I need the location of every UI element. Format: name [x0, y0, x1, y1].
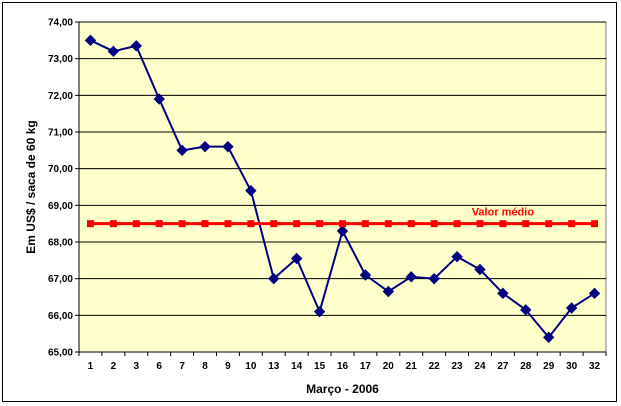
x-tick-label: 20	[383, 361, 395, 372]
x-tick-label: 16	[337, 361, 349, 372]
x-tick-label: 30	[566, 361, 578, 372]
data-point	[543, 331, 555, 344]
y-tick-label: 74,00	[48, 18, 73, 29]
average-annotation: Valor médio	[472, 207, 535, 219]
data-point	[545, 220, 553, 228]
data-point	[107, 45, 120, 58]
x-tick-label: 27	[497, 361, 509, 372]
y-tick-label: 66,00	[48, 311, 73, 322]
y-tick-labels: 65,00 66,00 67,00 68,00 69,00 70,00 71,00 72,00…	[48, 18, 79, 359]
x-tick-label: 1	[88, 361, 94, 372]
y-tick-label: 67,00	[48, 274, 73, 285]
data-point	[339, 220, 346, 228]
data-point	[588, 287, 601, 300]
data-point	[430, 220, 438, 228]
data-point	[520, 304, 532, 316]
x-tick-label: 9	[225, 361, 231, 372]
x-tick-label: 14	[291, 361, 303, 372]
data-point	[176, 144, 188, 157]
x-tick-label: 23	[452, 361, 464, 372]
data-point	[451, 250, 463, 263]
data-point	[132, 220, 140, 228]
y-tick-label: 69,00	[48, 201, 73, 212]
x-tick-label: 17	[360, 361, 372, 372]
data-point	[86, 220, 94, 228]
data-point	[407, 220, 415, 228]
data-point	[268, 272, 280, 285]
x-tick-label: 24	[474, 361, 486, 372]
data-point	[405, 271, 417, 283]
data-point	[224, 220, 232, 228]
data-point	[499, 220, 507, 228]
data-point	[313, 305, 326, 318]
x-tick-label: 15	[314, 361, 326, 372]
x-tick-labels: 1 2 3 6 7 8 9 10 13 14 15 16 17 20 21 22 23 24 27 28 29 30 32	[78, 352, 607, 372]
gridlines	[79, 21, 606, 316]
data-point	[453, 220, 461, 228]
x-tick-label: 21	[406, 361, 418, 372]
x-tick-label: 6	[156, 361, 162, 372]
x-tick-label: 29	[543, 361, 555, 372]
series-group	[84, 34, 601, 344]
x-tick-label: 32	[589, 361, 601, 372]
data-point	[568, 220, 576, 228]
x-axis-title: Março - 2006	[306, 382, 379, 396]
y-tick-label: 68,00	[48, 238, 73, 249]
x-tick-label: 28	[520, 361, 532, 372]
data-point	[84, 34, 97, 47]
data-point	[178, 220, 186, 228]
y-axis-title: Em US$ / saca de 60 kg	[24, 120, 38, 253]
data-point	[270, 220, 278, 228]
y-tick-label: 73,00	[48, 54, 73, 65]
data-point	[155, 220, 163, 228]
x-tick-label: 2	[111, 361, 117, 372]
data-point	[245, 184, 257, 197]
data-point	[130, 40, 142, 52]
data-point	[476, 220, 484, 228]
data-point	[382, 285, 395, 298]
data-point	[201, 220, 209, 228]
data-point	[247, 220, 255, 228]
data-point	[384, 220, 392, 228]
data-point	[109, 220, 117, 228]
data-point	[359, 269, 372, 281]
data-point	[153, 93, 165, 105]
x-tick-label: 22	[429, 361, 441, 372]
data-point	[290, 252, 303, 265]
y-tick-label: 70,00	[48, 164, 73, 175]
x-tick-label: 8	[202, 361, 208, 372]
data-point	[199, 140, 211, 153]
data-point	[293, 220, 301, 228]
data-point	[428, 272, 440, 285]
data-point	[565, 302, 578, 314]
x-tick-label: 10	[245, 361, 257, 372]
data-point	[222, 140, 234, 153]
data-point	[316, 220, 324, 228]
x-tick-label: 7	[179, 361, 185, 372]
plot-area	[78, 21, 607, 353]
y-tick-label: 72,00	[48, 91, 73, 102]
data-point	[497, 287, 509, 300]
data-point	[361, 220, 369, 228]
y-tick-label: 71,00	[48, 128, 73, 139]
x-tick-label: 13	[268, 361, 280, 372]
annotations: Valor médio	[472, 207, 535, 219]
data-point	[591, 220, 599, 228]
data-point	[336, 225, 349, 237]
data-point	[522, 220, 530, 228]
y-tick-label: 65,00	[48, 348, 73, 359]
data-point	[474, 263, 486, 276]
x-tick-label: 3	[134, 361, 140, 372]
